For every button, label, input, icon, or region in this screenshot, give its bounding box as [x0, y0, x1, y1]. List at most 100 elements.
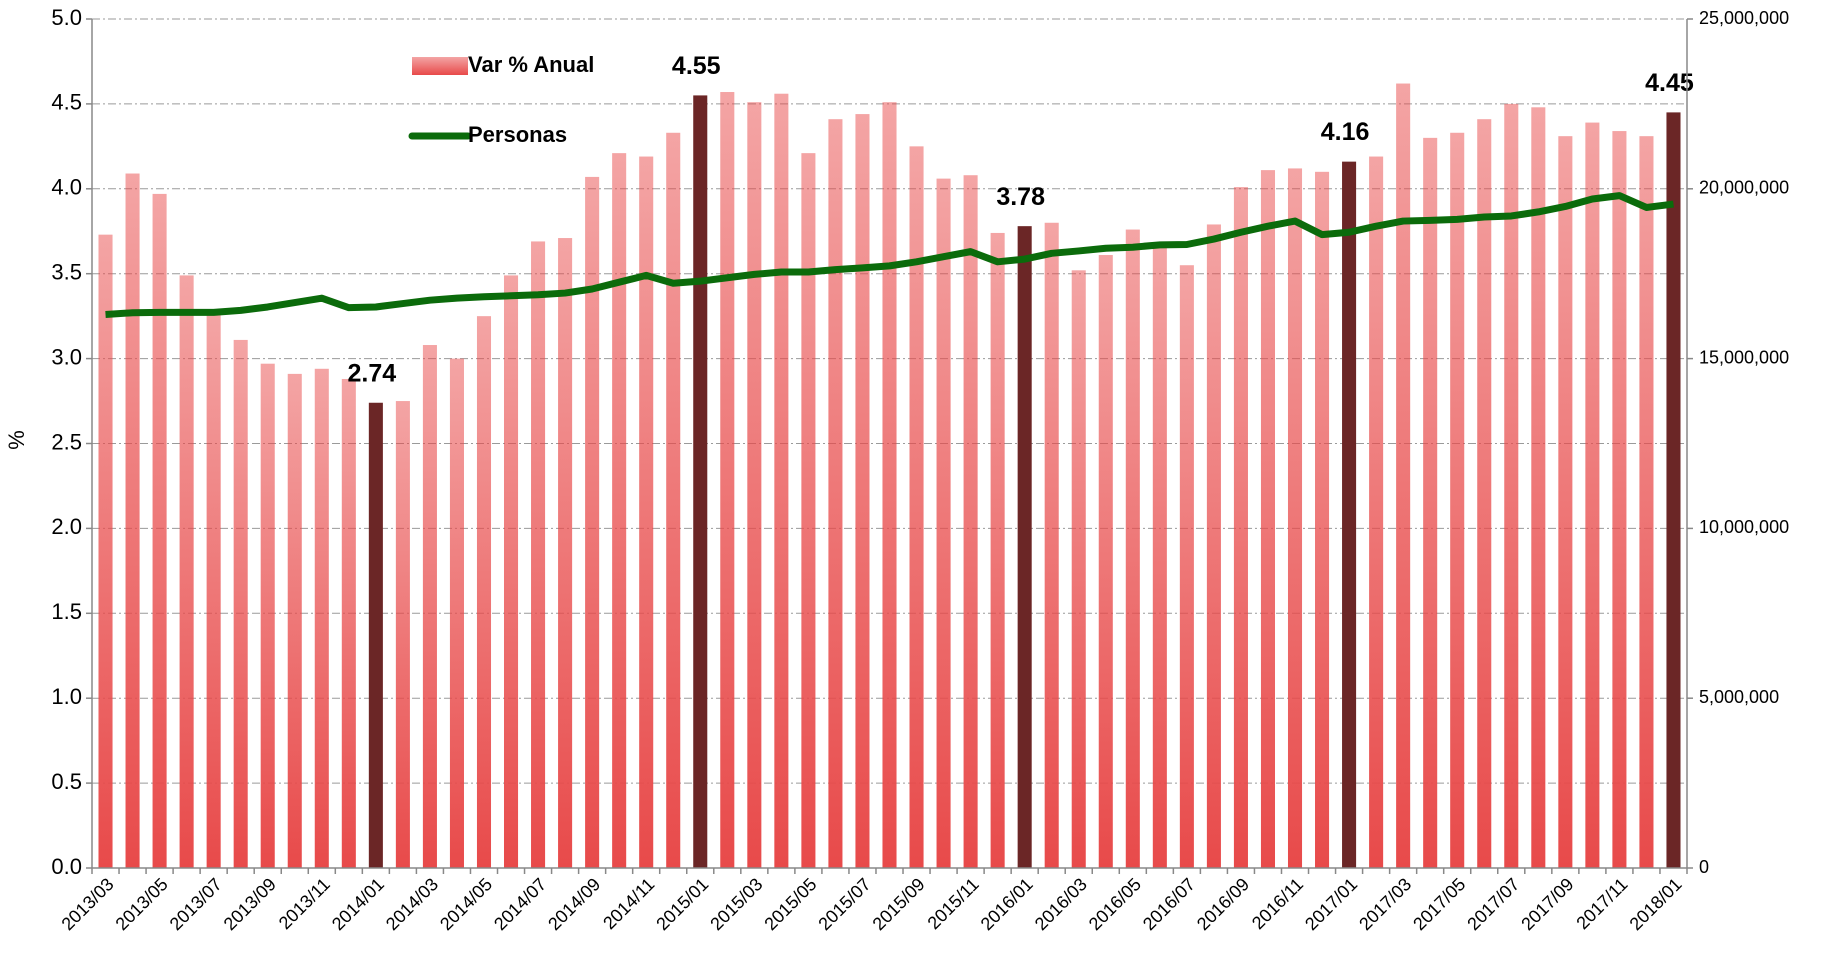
bar	[585, 176, 600, 868]
y-tick-label: 5.0	[51, 5, 82, 30]
bar	[1152, 246, 1167, 869]
bar	[503, 275, 519, 868]
bar	[1260, 170, 1276, 868]
bar	[179, 275, 194, 868]
bar	[936, 178, 951, 868]
x-tick-label: 2015/01	[652, 874, 712, 934]
y-tick-label: 1.5	[51, 599, 82, 624]
y-tick-label: 4.5	[51, 90, 82, 115]
legend-swatch	[412, 57, 468, 75]
x-tick-label: 2013/11	[275, 874, 334, 933]
bar	[1017, 226, 1032, 868]
x-tick-label: 2014/03	[382, 874, 442, 934]
y-tick-label: 0.0	[51, 854, 82, 879]
x-tick-label: 2014/05	[436, 874, 496, 934]
bar	[693, 95, 708, 868]
bar	[1287, 168, 1303, 868]
bar	[1612, 131, 1627, 868]
y2-tick-label: 15,000,000	[1699, 347, 1789, 367]
bar	[152, 193, 167, 869]
x-tick-label: 2017/09	[1517, 874, 1577, 934]
bar	[801, 153, 816, 869]
bar	[963, 175, 978, 868]
bar	[125, 173, 140, 868]
bar	[1342, 161, 1357, 868]
x-tick-label: 2015/09	[869, 874, 929, 934]
y-tick-label: 3.5	[51, 260, 82, 285]
x-tick-label: 2013/05	[112, 874, 172, 934]
bar	[1179, 265, 1194, 869]
x-tick-label: 2017/05	[1409, 874, 1469, 934]
legend-label: Var % Anual	[468, 52, 594, 77]
x-tick-label: 2016/07	[1139, 874, 1199, 934]
y2-tick-label: 10,000,000	[1699, 517, 1789, 537]
y-tick-label: 0.5	[51, 769, 82, 794]
data-label: 3.78	[996, 183, 1045, 211]
data-label: 2.74	[348, 359, 397, 387]
bar	[341, 378, 356, 868]
bar	[314, 368, 329, 868]
legend-label: Personas	[468, 122, 567, 147]
y2-tick-label: 5,000,000	[1699, 687, 1779, 707]
bar	[909, 146, 924, 869]
bar	[1071, 270, 1086, 869]
bar	[1098, 255, 1113, 869]
bar	[1585, 122, 1600, 868]
x-tick-label: 2014/07	[490, 874, 550, 934]
bar	[1206, 224, 1221, 868]
bar	[855, 114, 870, 868]
bar	[1315, 171, 1330, 868]
line	[105, 192, 1674, 318]
y-tick-label: 2.0	[51, 514, 82, 539]
x-tick-label: 2014/01	[328, 874, 388, 934]
bar	[612, 153, 627, 869]
bar	[233, 339, 248, 868]
x-tick-label: 2015/11	[924, 874, 983, 933]
x-tick-label: 2013/09	[220, 874, 280, 934]
bar	[774, 93, 789, 869]
x-tick-label: 2015/07	[814, 874, 874, 934]
bar	[449, 358, 464, 868]
bar	[639, 156, 654, 869]
bar	[1396, 83, 1411, 869]
bar	[1233, 187, 1248, 869]
y-tick-label: 2.5	[51, 429, 82, 454]
bar	[1369, 156, 1384, 869]
data-label: 4.45	[1645, 69, 1694, 97]
data-label: 4.55	[672, 52, 721, 80]
bar	[990, 232, 1005, 868]
x-tick-label: 2015/03	[706, 874, 766, 934]
bar	[1423, 137, 1438, 869]
y-axis-label: %	[4, 430, 29, 450]
x-tick-label: 2017/11	[1572, 874, 1631, 933]
bar	[476, 316, 492, 868]
x-tick-label: 2014/09	[544, 874, 604, 934]
bar	[1531, 107, 1546, 868]
bar	[1558, 136, 1573, 869]
bar	[666, 132, 681, 869]
bar	[1639, 136, 1654, 869]
bar	[1666, 112, 1681, 868]
x-tick-label: 2014/11	[599, 874, 658, 933]
bar	[368, 402, 383, 868]
bar	[1504, 103, 1519, 868]
x-tick-label: 2017/01	[1301, 874, 1361, 934]
bar	[531, 241, 546, 869]
y-tick-label: 4.0	[51, 175, 82, 200]
data-label: 4.16	[1321, 118, 1370, 146]
x-tick-label: 2013/07	[166, 874, 226, 934]
bar	[395, 401, 410, 868]
bar	[1125, 229, 1140, 868]
y-tick-label: 1.0	[51, 684, 82, 709]
bar	[206, 312, 221, 868]
x-tick-label: 2016/03	[1031, 874, 1091, 934]
bar	[287, 373, 302, 868]
x-tick-label: 2018/01	[1626, 874, 1686, 934]
bar	[98, 234, 113, 868]
bar	[1450, 132, 1465, 869]
bar	[747, 102, 762, 868]
x-tick-label: 2017/03	[1355, 874, 1415, 934]
bar	[260, 363, 275, 868]
y2-tick-label: 25,000,000	[1699, 8, 1789, 28]
